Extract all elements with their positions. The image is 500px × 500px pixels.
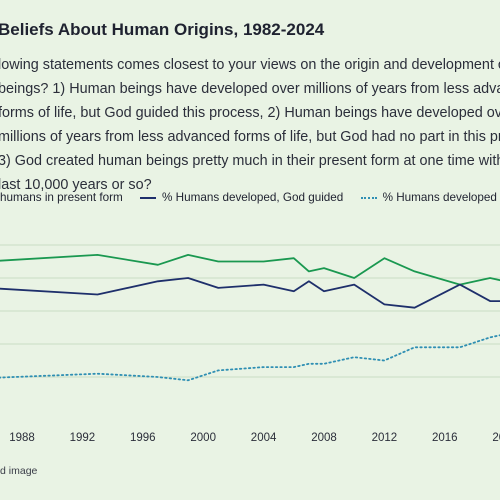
chart-subtitle: lowing statements comes closest to your …: [0, 57, 500, 193]
download-image-link[interactable]: load image: [0, 465, 38, 477]
x-tick-label: 2016: [432, 432, 458, 444]
series-line-2: [0, 334, 500, 382]
x-tick-label: 2020: [492, 432, 500, 444]
x-tick-label: 2012: [372, 432, 398, 444]
x-tick-label: 1988: [9, 432, 35, 444]
series-line-1: [0, 277, 500, 309]
legend-item-present-form[interactable]: humans in present form: [0, 191, 123, 204]
chart-title: Beliefs About Human Origins, 1982-2024: [0, 20, 325, 39]
legend-label-developed: % Humans developed: [382, 191, 497, 205]
x-tick-label: 1996: [130, 432, 156, 444]
x-tick-label: 2008: [311, 432, 337, 444]
chart-legend: humans in present form % Humans develope…: [0, 191, 500, 204]
x-tick-label: 1992: [70, 432, 96, 444]
legend-swatch-god-guided: [140, 197, 157, 200]
legend-swatch-developed: [360, 197, 377, 200]
legend-label-present-form: humans in present form: [0, 191, 123, 205]
legend-item-god-guided[interactable]: % Humans developed, God guided: [140, 191, 343, 204]
legend-item-developed[interactable]: % Humans developed: [360, 191, 497, 205]
x-tick-label: 2000: [190, 432, 216, 444]
x-tick-label: 2004: [251, 432, 277, 444]
series-line-0: [0, 253, 500, 286]
legend-label-god-guided: % Humans developed, God guided: [162, 191, 344, 205]
